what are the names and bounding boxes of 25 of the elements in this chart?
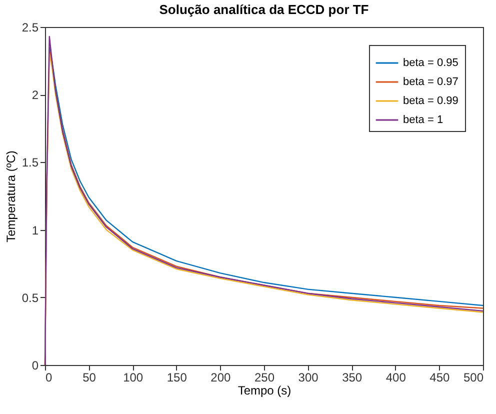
y-tick-label: 1.5	[22, 156, 39, 170]
x-axis-title: Tempo (s)	[238, 384, 292, 398]
x-tick-label: 50	[82, 370, 96, 384]
legend-label: beta = 1	[403, 114, 444, 126]
y-axis-title: Temperatura (ºC)	[4, 150, 18, 242]
x-tick-label: 100	[123, 370, 144, 384]
x-tick-label: 400	[386, 370, 406, 384]
chart-title: Solução analítica da ECCD por TF	[159, 2, 369, 17]
x-tick-label: 0	[46, 370, 52, 384]
x-tick-label: 350	[342, 370, 362, 384]
y-tick-label: 0	[32, 358, 39, 372]
x-tick-label: 450	[430, 370, 450, 384]
y-tick-label: 2	[32, 88, 39, 102]
x-tick-label: 300	[298, 370, 319, 384]
y-tick-label: 2.5	[22, 20, 39, 34]
x-tick-label: 500	[463, 370, 484, 384]
legend-label: beta = 0.99	[403, 95, 458, 107]
legend-label: beta = 0.97	[403, 76, 458, 88]
y-tick-label: 0.5	[22, 290, 39, 305]
x-tick-label: 250	[254, 370, 275, 384]
y-tick-label: 1	[32, 223, 39, 238]
x-tick-label: 200	[210, 370, 232, 384]
legend-label: beta = 0.95	[403, 57, 458, 69]
x-tick-label: 150	[166, 370, 188, 384]
line-series	[48, 46, 484, 306]
